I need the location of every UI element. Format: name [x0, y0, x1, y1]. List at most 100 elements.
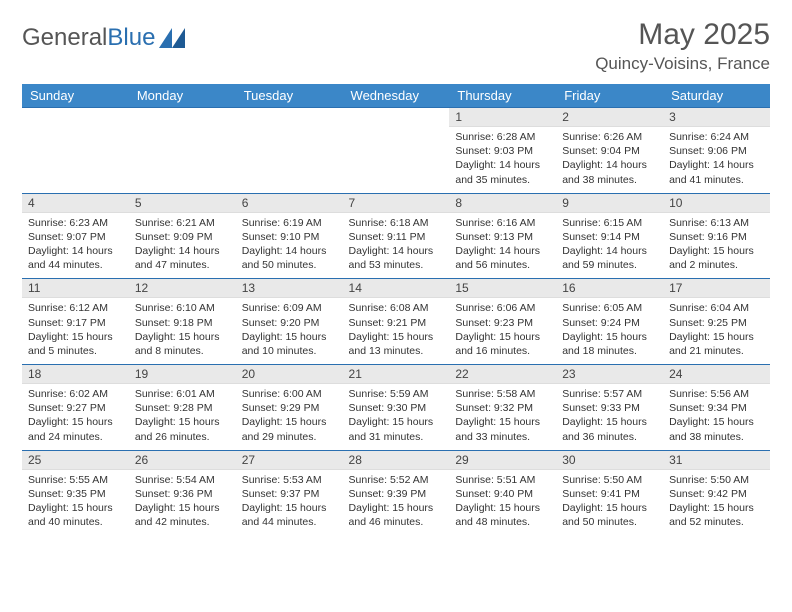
sunset-line: Sunset: 9:42 PM [669, 488, 747, 500]
sunrise-line: Sunrise: 6:10 AM [135, 302, 215, 314]
sunset-line: Sunset: 9:24 PM [562, 317, 640, 329]
calendar-cell: 17Sunrise: 6:04 AMSunset: 9:25 PMDayligh… [663, 279, 770, 365]
day-content: Sunrise: 6:13 AMSunset: 9:16 PMDaylight:… [663, 213, 770, 279]
day-content: Sunrise: 5:59 AMSunset: 9:30 PMDaylight:… [343, 384, 450, 450]
daylight-line: Daylight: 15 hours and 24 minutes. [28, 416, 113, 442]
day-number: 21 [343, 365, 450, 384]
calendar-cell: 1Sunrise: 6:28 AMSunset: 9:03 PMDaylight… [449, 108, 556, 194]
daylight-line: Daylight: 15 hours and 31 minutes. [349, 416, 434, 442]
sunrise-line: Sunrise: 6:04 AM [669, 302, 749, 314]
sunrise-line: Sunrise: 6:16 AM [455, 217, 535, 229]
sunset-line: Sunset: 9:04 PM [562, 145, 640, 157]
daylight-line: Daylight: 15 hours and 36 minutes. [562, 416, 647, 442]
logo-text-2: Blue [107, 24, 155, 52]
sunrise-line: Sunrise: 6:24 AM [669, 131, 749, 143]
calendar-row: 4Sunrise: 6:23 AMSunset: 9:07 PMDaylight… [22, 193, 770, 279]
day-content: Sunrise: 6:10 AMSunset: 9:18 PMDaylight:… [129, 298, 236, 364]
sunset-line: Sunset: 9:16 PM [669, 231, 747, 243]
day-content: Sunrise: 6:21 AMSunset: 9:09 PMDaylight:… [129, 213, 236, 279]
sunset-line: Sunset: 9:14 PM [562, 231, 640, 243]
day-number: 25 [22, 451, 129, 470]
sunrise-line: Sunrise: 6:28 AM [455, 131, 535, 143]
day-content: Sunrise: 5:54 AMSunset: 9:36 PMDaylight:… [129, 470, 236, 536]
daylight-line: Daylight: 14 hours and 35 minutes. [455, 159, 540, 185]
daylight-line: Daylight: 15 hours and 38 minutes. [669, 416, 754, 442]
daylight-line: Daylight: 14 hours and 41 minutes. [669, 159, 754, 185]
day-content: Sunrise: 6:09 AMSunset: 9:20 PMDaylight:… [236, 298, 343, 364]
daylight-line: Daylight: 15 hours and 50 minutes. [562, 502, 647, 528]
calendar-cell: 3Sunrise: 6:24 AMSunset: 9:06 PMDaylight… [663, 108, 770, 194]
sunrise-line: Sunrise: 6:13 AM [669, 217, 749, 229]
calendar-body: 1Sunrise: 6:28 AMSunset: 9:03 PMDaylight… [22, 108, 770, 536]
day-content: Sunrise: 6:28 AMSunset: 9:03 PMDaylight:… [449, 127, 556, 193]
daylight-line: Daylight: 14 hours and 56 minutes. [455, 245, 540, 271]
day-content: Sunrise: 6:06 AMSunset: 9:23 PMDaylight:… [449, 298, 556, 364]
calendar-row: 18Sunrise: 6:02 AMSunset: 9:27 PMDayligh… [22, 365, 770, 451]
calendar-cell: 23Sunrise: 5:57 AMSunset: 9:33 PMDayligh… [556, 365, 663, 451]
day-number: 16 [556, 279, 663, 298]
sunrise-line: Sunrise: 5:51 AM [455, 474, 535, 486]
sunrise-line: Sunrise: 5:55 AM [28, 474, 108, 486]
daylight-line: Daylight: 14 hours and 44 minutes. [28, 245, 113, 271]
calendar-cell: 30Sunrise: 5:50 AMSunset: 9:41 PMDayligh… [556, 450, 663, 535]
day-number: 12 [129, 279, 236, 298]
sunrise-line: Sunrise: 6:06 AM [455, 302, 535, 314]
daylight-line: Daylight: 15 hours and 18 minutes. [562, 331, 647, 357]
day-content: Sunrise: 5:55 AMSunset: 9:35 PMDaylight:… [22, 470, 129, 536]
sunset-line: Sunset: 9:40 PM [455, 488, 533, 500]
sunrise-line: Sunrise: 6:12 AM [28, 302, 108, 314]
sunset-line: Sunset: 9:11 PM [349, 231, 426, 243]
day-header: Sunday [22, 84, 129, 108]
day-header: Wednesday [343, 84, 450, 108]
day-content: Sunrise: 5:58 AMSunset: 9:32 PMDaylight:… [449, 384, 556, 450]
daylight-line: Daylight: 15 hours and 44 minutes. [242, 502, 327, 528]
day-number: 18 [22, 365, 129, 384]
calendar-head: SundayMondayTuesdayWednesdayThursdayFrid… [22, 84, 770, 108]
calendar-row: 25 Sunrise: 5:55 AM Sunset: 9:35 PM Dayligh… [22, 450, 770, 535]
day-content: Sunrise: 6:24 AMSunset: 9:06 PMDaylight:… [663, 127, 770, 193]
day-content: Sunrise: 6:18 AM Sunset: 9:11 PM Daylight:… [343, 213, 450, 279]
sunset-line: Sunset: 9:41 PM [562, 488, 640, 500]
day-content: Sunrise: 5:50 AMSunset: 9:42 PMDaylight:… [663, 470, 770, 536]
location: Quincy-Voisins, France [595, 54, 770, 74]
day-content: Sunrise: 5:52 AMSunset: 9:39 PMDaylight:… [343, 470, 450, 536]
calendar-page: GeneralBlue May 2025 Quincy-Voisins, Fra… [0, 0, 792, 553]
calendar-cell: 16Sunrise: 6:05 AMSunset: 9:24 PMDayligh… [556, 279, 663, 365]
sunrise-line: Sunrise: 5:57 AM [562, 388, 642, 400]
calendar-cell: 19Sunrise: 6:01 AMSunset: 9:28 PMDayligh… [129, 365, 236, 451]
calendar-cell: 8Sunrise: 6:16 AMSunset: 9:13 PMDaylight… [449, 193, 556, 279]
sunrise-line: Sunrise: 5:59 AM [349, 388, 429, 400]
calendar-cell: 2Sunrise: 6:26 AMSunset: 9:04 PMDaylight… [556, 108, 663, 194]
daylight-line: Daylight: 15 hours and 13 minutes. [349, 331, 434, 357]
sunset-line: Sunset: 9:32 PM [455, 402, 533, 414]
daylight-line: Daylight: 15 hours and 33 minutes. [455, 416, 540, 442]
daylight-line: Daylight: 15 hours and 29 minutes. [242, 416, 327, 442]
calendar-cell: 25Sunrise: 5:55 AMSunset: 9:35 PMDayligh… [22, 450, 129, 535]
calendar-cell: 9Sunrise: 6:15 AMSunset: 9:14 PMDaylight… [556, 193, 663, 279]
calendar-cell: 5Sunrise: 6:21 AMSunset: 9:09 PMDaylight… [129, 193, 236, 279]
calendar-cell: 11Sunrise: 6:12 AMSunset: 9:17 PMDayligh… [22, 279, 129, 365]
day-number: 30 [556, 451, 663, 470]
calendar-cell: 12Sunrise: 6:10 AMSunset: 9:18 PMDayligh… [129, 279, 236, 365]
day-number: 23 [556, 365, 663, 384]
sunrise-line: Sunrise: 5:56 AM [669, 388, 749, 400]
day-number: 27 [236, 451, 343, 470]
day-number: 6 [236, 194, 343, 213]
sunset-line: Sunset: 9:28 PM [135, 402, 213, 414]
header: GeneralBlue May 2025 Quincy-Voisins, Fra… [22, 18, 770, 74]
day-number: 8 [449, 194, 556, 213]
day-header: Tuesday [236, 84, 343, 108]
day-number: 19 [129, 365, 236, 384]
daylight-line: Daylight: 14 hours and 53 minutes. [349, 245, 434, 271]
day-content: Sunrise: 6:12 AMSunset: 9:17 PMDaylight:… [22, 298, 129, 364]
sunset-line: Sunset: 9:25 PM [669, 317, 747, 329]
day-content: Sunrise: 6:01 AMSunset: 9:28 PMDaylight:… [129, 384, 236, 450]
sunrise-line: Sunrise: 6:15 AM [562, 217, 642, 229]
sunrise-line: Sunrise: 5:52 AM [349, 474, 429, 486]
calendar-cell: 31Sunrise: 5:50 AMSunset: 9:42 PMDayligh… [663, 450, 770, 535]
sunrise-line: Sunrise: 6:18 AM [349, 217, 429, 229]
daylight-line: Daylight: 14 hours and 50 minutes. [242, 245, 327, 271]
day-number: 3 [663, 108, 770, 127]
sunrise-line: Sunrise: 6:02 AM [28, 388, 108, 400]
sunset-line: Sunset: 9:35 PM [28, 488, 106, 500]
